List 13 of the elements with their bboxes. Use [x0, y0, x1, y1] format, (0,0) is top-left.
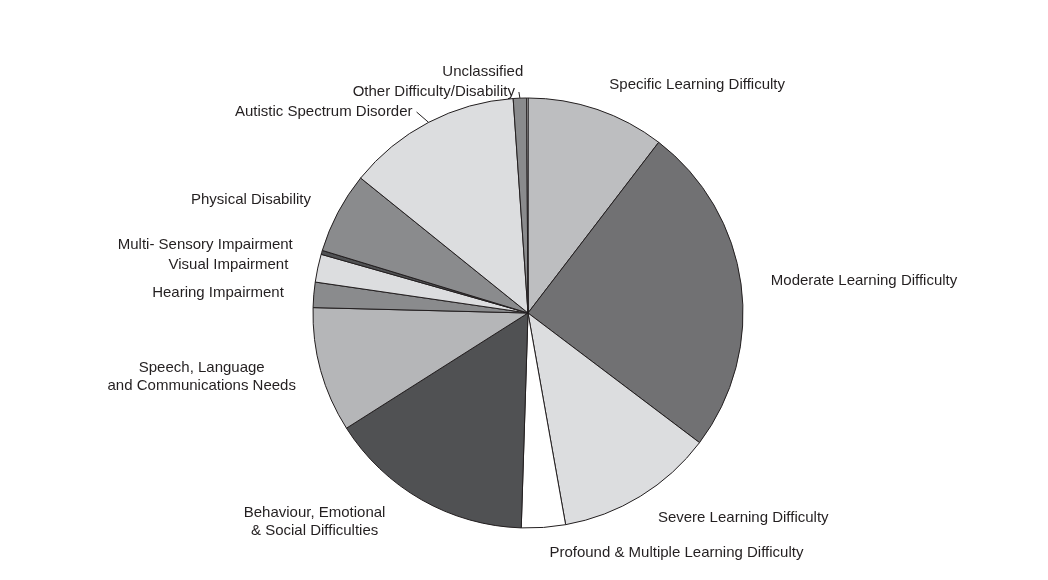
slice-label: Severe Learning Difficulty	[657, 508, 830, 526]
slice-label: Multi- Sensory Impairment	[117, 235, 294, 253]
slice-label: Visual Impairment	[168, 255, 290, 273]
slice-label: Behaviour, Emotional & Social Difficulties	[243, 503, 386, 539]
slice-label: Physical Disability	[190, 190, 312, 208]
slice-label: Other Difficulty/Disability	[352, 81, 516, 99]
slice-label: Speech, Language and Communications Needs	[107, 358, 296, 394]
slice-label: Moderate Learning Difficulty	[770, 270, 958, 288]
slice-label: Hearing Impairment	[152, 282, 285, 300]
slice-label: Unclassified	[442, 61, 524, 79]
slice-label: Autistic Spectrum Disorder	[235, 101, 413, 119]
slice-label: Profound & Multiple Learning Difficulty	[549, 543, 804, 561]
slice-label: Specific Learning Difficulty	[609, 74, 786, 92]
